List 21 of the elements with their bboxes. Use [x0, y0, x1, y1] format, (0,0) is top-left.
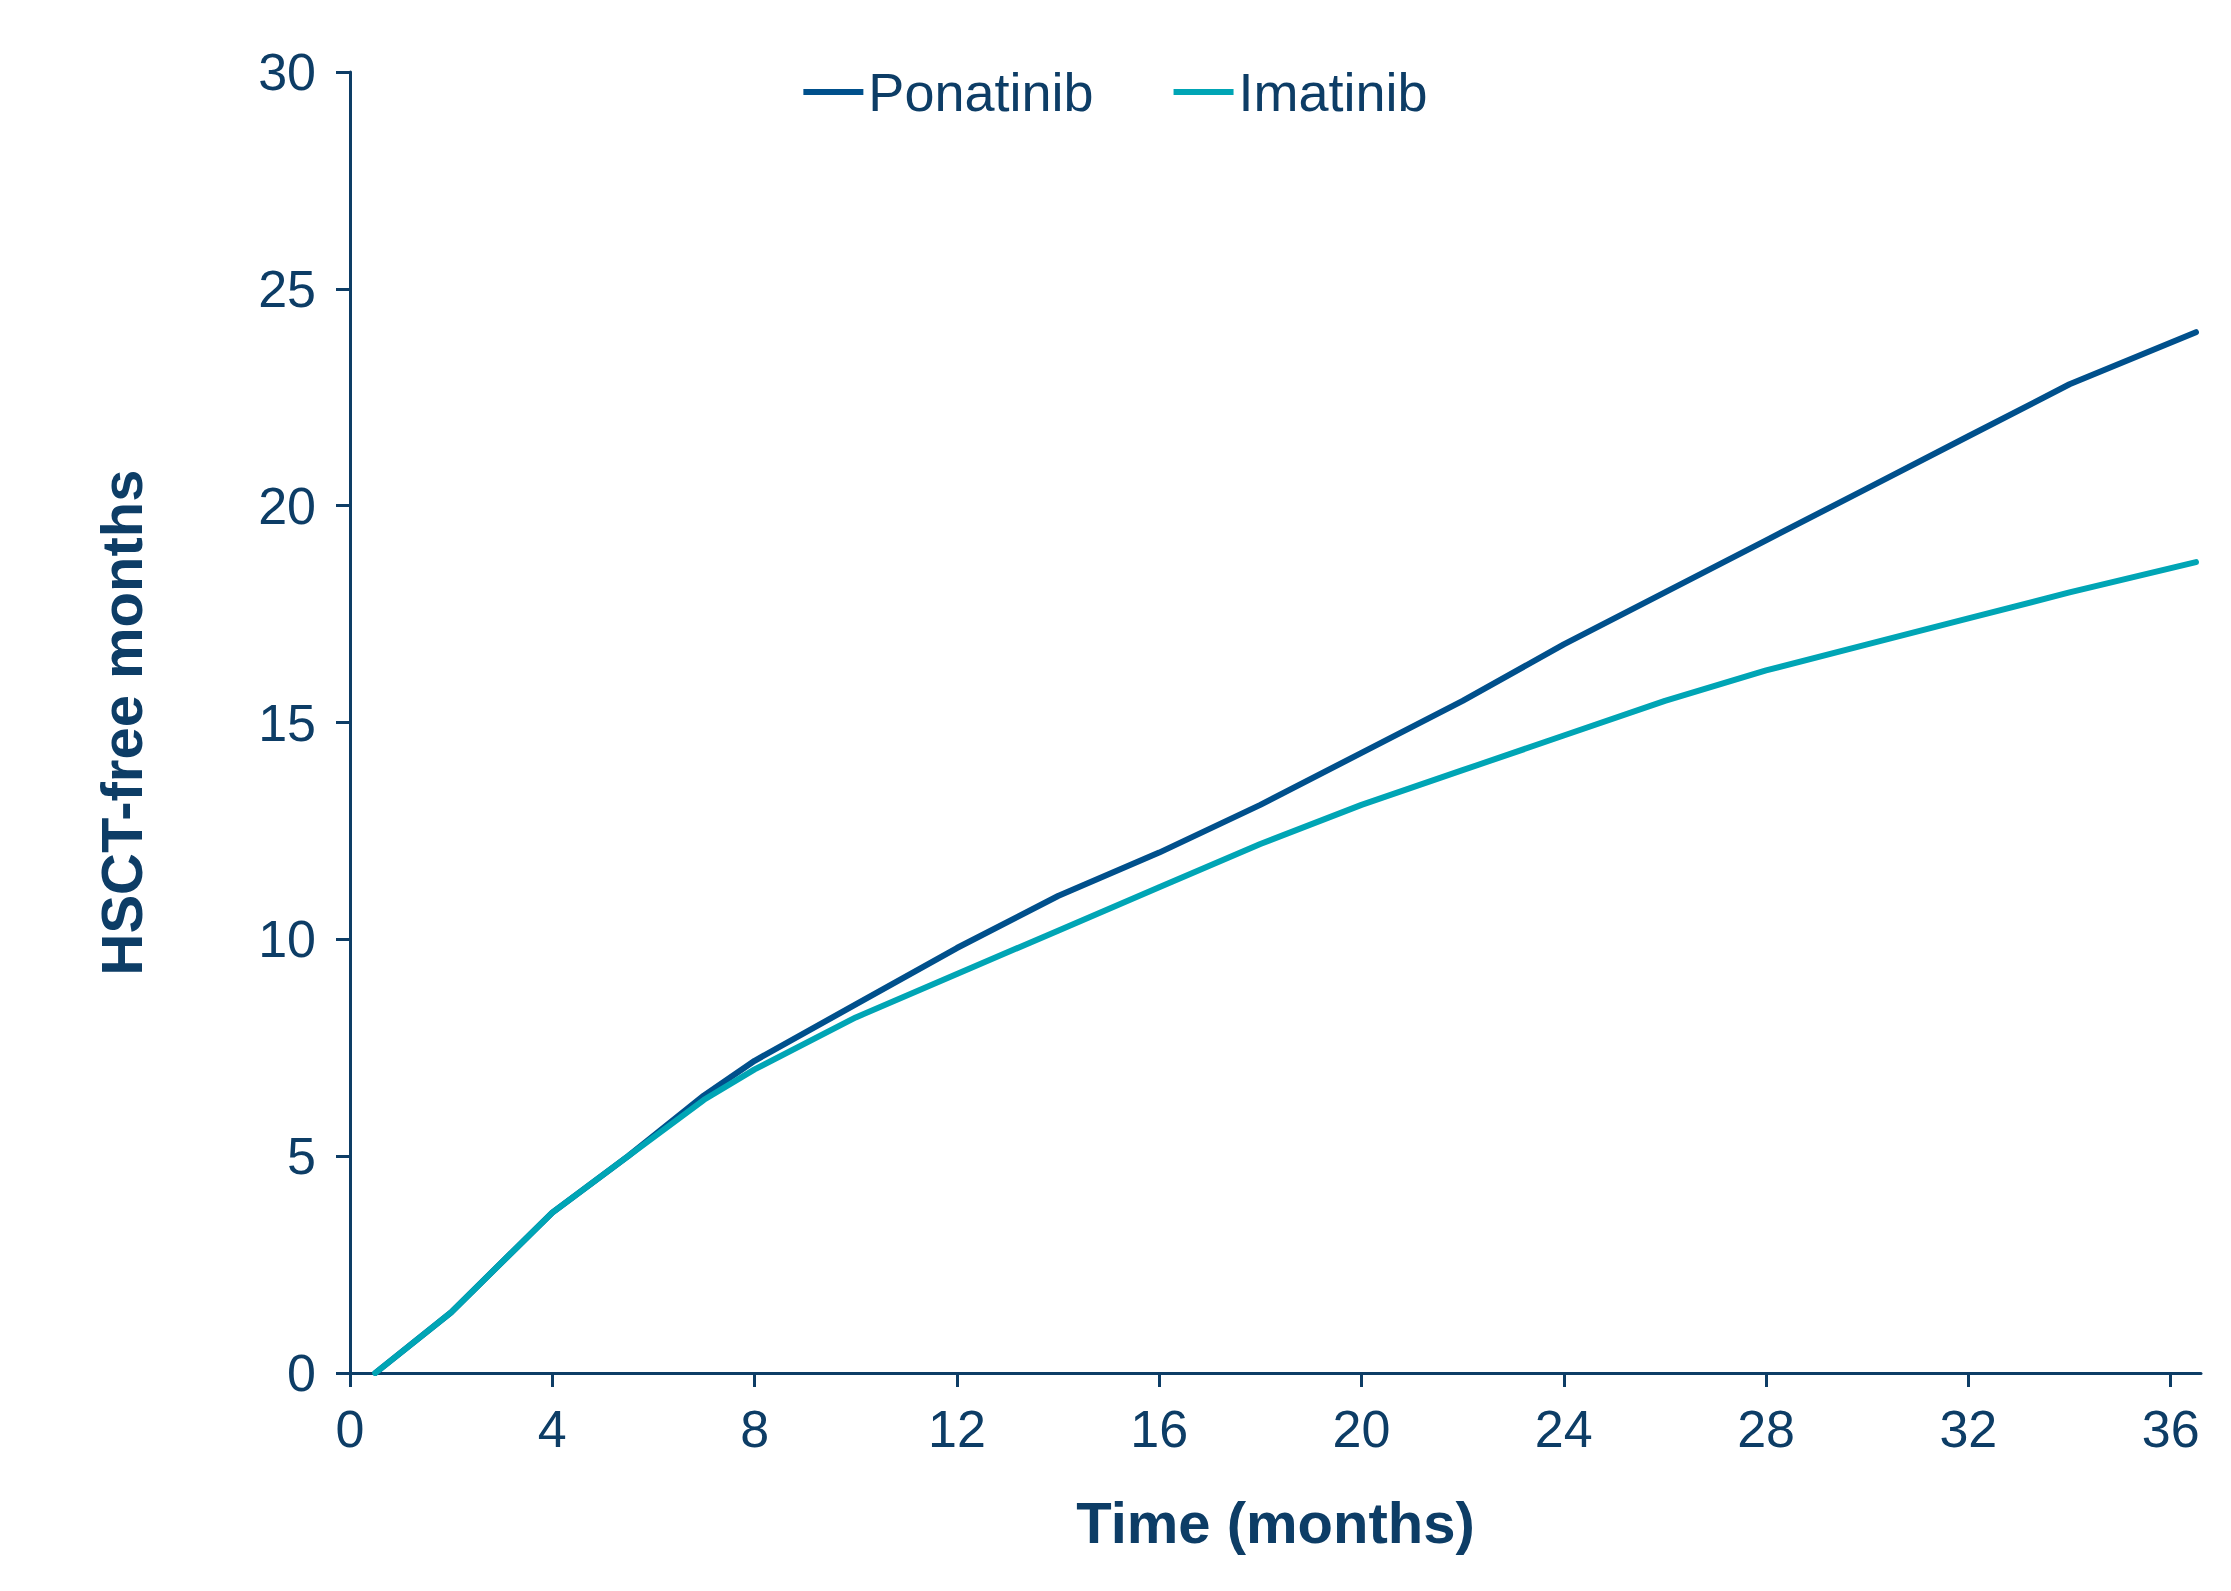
x-tick-label: 16	[1130, 1400, 1189, 1458]
y-tick-label: 10	[258, 910, 316, 969]
y-tick-label: 15	[258, 693, 316, 752]
x-tick-label: 4	[537, 1400, 567, 1458]
x-tick-label: 24	[1534, 1400, 1593, 1458]
x-tick-label: 8	[740, 1400, 770, 1458]
x-tick-label: 20	[1332, 1400, 1391, 1458]
x-tick-label: 32	[1939, 1400, 1998, 1458]
legend-label: Ponatinib	[868, 62, 1094, 122]
x-axis-title: Time (months)	[1076, 1489, 1475, 1555]
y-tick-label: 25	[258, 259, 316, 318]
y-tick-label: 30	[258, 43, 316, 101]
x-tick-label: 0	[335, 1400, 365, 1458]
x-tick-label: 28	[1737, 1400, 1795, 1458]
y-axis-title: HSCT-free months	[88, 469, 154, 976]
y-tick-label: 20	[258, 476, 316, 535]
x-tick-label: 36	[2141, 1400, 2200, 1458]
legend-label: Imatinib	[1238, 62, 1428, 122]
y-tick-label: 5	[287, 1127, 316, 1186]
y-tick-label: 0	[287, 1344, 316, 1402]
x-tick-label: 12	[927, 1400, 986, 1458]
